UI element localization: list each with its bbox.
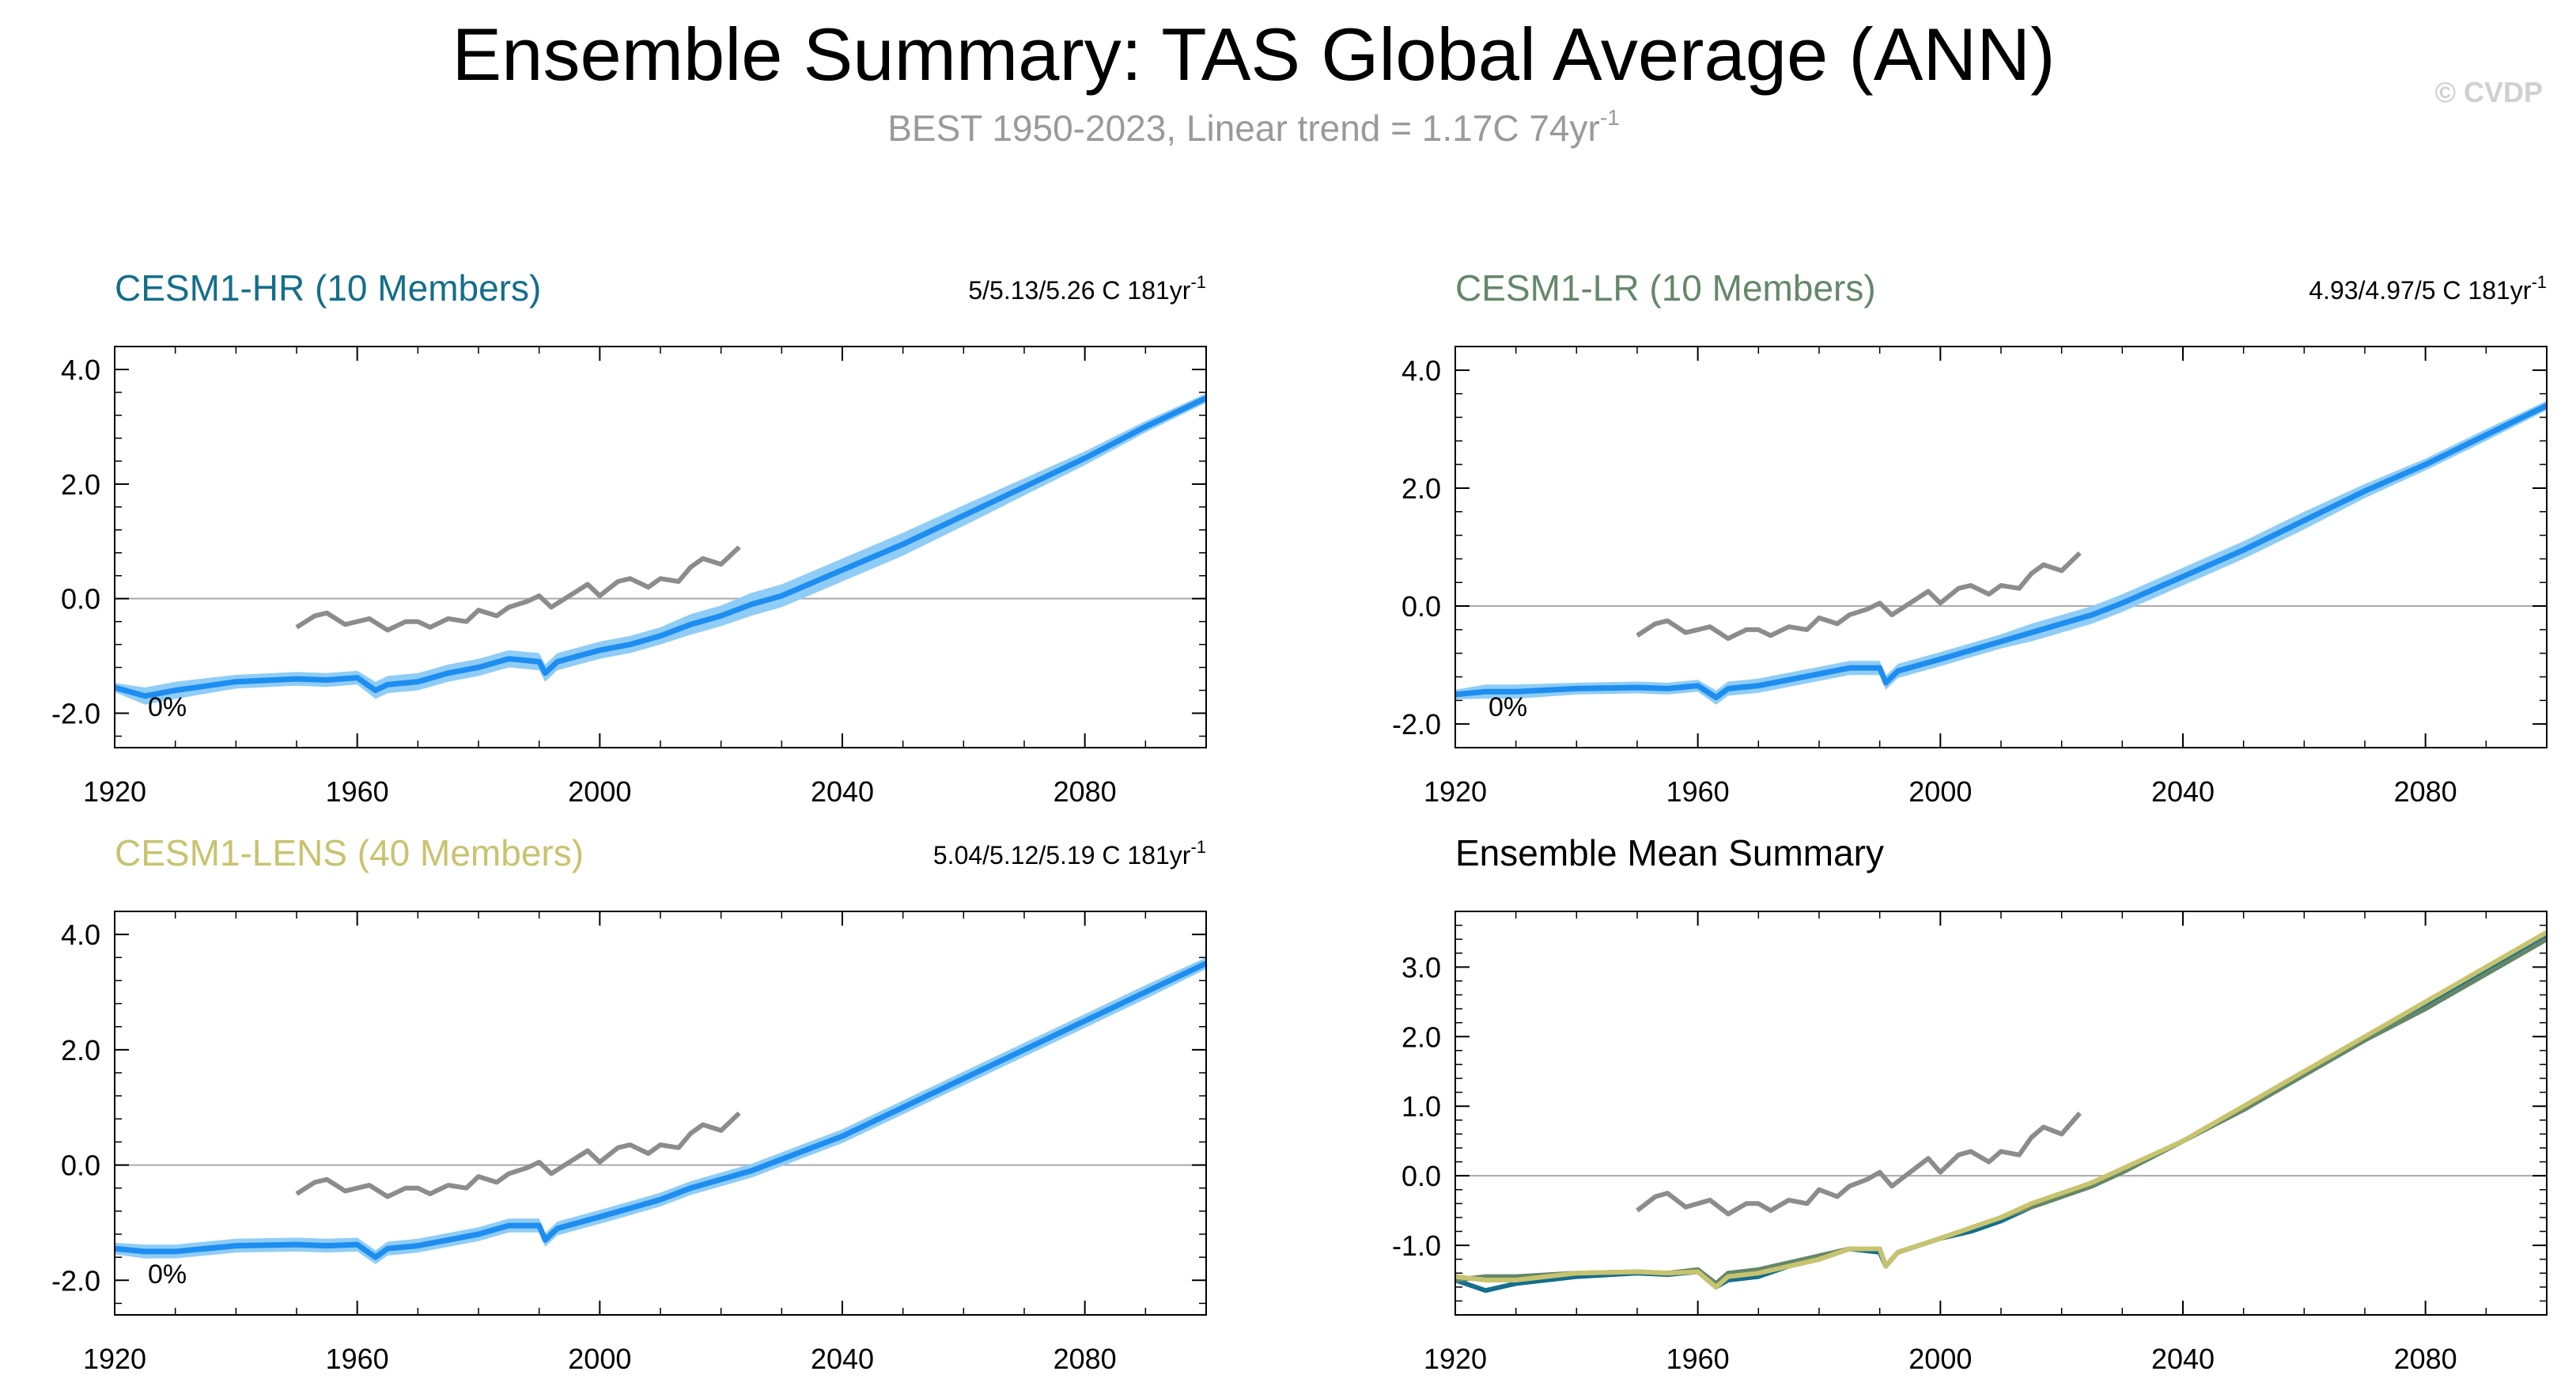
panel-1: CESM1-HR (10 Members) 5/5.13/5.26 C 181yr…	[51, 267, 1208, 808]
x-tick-label: 1960	[326, 775, 389, 808]
observations-line	[295, 1111, 741, 1199]
y-tick-label: 2.0	[61, 1034, 100, 1066]
plot-frame	[1454, 346, 2548, 748]
trend-text: 5.04/5.12/5.19 C 181yr	[933, 841, 1191, 869]
trend-exponent: -1	[1190, 837, 1206, 857]
observations-line	[1636, 551, 2082, 642]
y-tick-label: 4.0	[1401, 354, 1441, 387]
x-tick-label: 2080	[2394, 775, 2457, 808]
percent-label: 0%	[1488, 692, 1527, 722]
x-tick-label: 2040	[2151, 775, 2215, 808]
panel-title: CESM1-LENS (40 Members)	[115, 832, 584, 873]
x-tick-label: 2080	[1053, 775, 1117, 808]
x-tick-label: 1960	[326, 1343, 389, 1375]
x-tick-label: 1920	[1424, 775, 1487, 808]
panel-title: CESM1-HR (10 Members)	[115, 267, 541, 309]
x-tick-label: 1920	[83, 1343, 146, 1375]
x-tick-label: 1960	[1666, 775, 1730, 808]
y-tick-label: 1.0	[1401, 1090, 1441, 1123]
plot-frame	[114, 346, 1207, 748]
y-tick-label: 0.0	[1401, 1160, 1441, 1192]
y-tick-label: -1.0	[1392, 1229, 1441, 1262]
x-tick-label: 2000	[1908, 1343, 1972, 1375]
ensemble-spread-band	[115, 393, 1206, 705]
panel-title: Ensemble Mean Summary	[1455, 832, 1884, 873]
panel-trend: 5/5.13/5.26 C 181yr-1	[968, 272, 1206, 305]
x-tick-label: 1960	[1666, 1343, 1730, 1375]
y-tick-label: 2.0	[1401, 472, 1441, 505]
y-tick-label: -2.0	[51, 1264, 100, 1297]
trend-exponent: -1	[1190, 272, 1206, 292]
panel-trend: 5.04/5.12/5.19 C 181yr-1	[933, 837, 1206, 869]
percent-label: 0%	[148, 1260, 187, 1290]
trend-exponent: -1	[2531, 272, 2547, 292]
x-tick-label: 1920	[83, 775, 146, 808]
x-tick-label: 1920	[1424, 1343, 1487, 1375]
panel-2: CESM1-LR (10 Members) 4.93/4.97/5 C 181yr…	[1392, 267, 2548, 808]
x-tick-label: 2000	[568, 775, 631, 808]
x-tick-label: 2080	[1053, 1343, 1117, 1375]
ensemble-mean-line	[114, 960, 1208, 1260]
series-line-lens	[1454, 930, 2548, 1290]
observations-line	[295, 545, 741, 633]
subtitle-exponent: -1	[1599, 105, 1620, 130]
panel-trend: 4.93/4.97/5 C 181yr-1	[2309, 272, 2547, 305]
panel-3: CESM1-LENS (40 Members) 5.04/5.12/5.19 C …	[51, 832, 1208, 1375]
page-title: Ensemble Summary: TAS Global Average (AN…	[452, 13, 2056, 96]
x-tick-label: 2000	[568, 1343, 631, 1375]
x-tick-label: 2040	[2151, 1343, 2215, 1375]
ensemble-spread-band	[1455, 400, 2547, 705]
trend-text: 5/5.13/5.26 C 181yr	[968, 276, 1190, 305]
y-tick-label: 2.0	[1401, 1021, 1441, 1053]
x-tick-label: 2040	[811, 775, 874, 808]
x-tick-label: 2000	[1908, 775, 1972, 808]
ensemble-mean-line	[1454, 403, 2548, 701]
y-tick-label: 4.0	[61, 919, 100, 951]
y-tick-label: 0.0	[61, 1150, 100, 1182]
plot-frame	[114, 911, 1207, 1316]
y-tick-label: 2.0	[61, 468, 100, 501]
y-tick-label: 0.0	[1401, 590, 1441, 623]
ensemble-mean-line	[114, 396, 1208, 699]
y-tick-label: 3.0	[1401, 951, 1441, 983]
panel-4: Ensemble Mean Summary -1.0 0.0 1.0 2.0 3.0 192…	[1392, 832, 2548, 1375]
y-tick-label: -2.0	[51, 698, 100, 730]
y-tick-label: -2.0	[1392, 708, 1441, 741]
percent-label: 0%	[148, 692, 187, 722]
x-tick-label: 2040	[811, 1343, 874, 1375]
watermark: © CVDP	[2434, 76, 2543, 108]
trend-text: 4.93/4.97/5 C 181yr	[2309, 276, 2531, 305]
series-line-lr	[1454, 937, 2548, 1286]
page-subtitle: BEST 1950-2023, Linear trend = 1.17C 74y…	[0, 105, 2507, 149]
ensemble-spread-band	[115, 957, 1206, 1264]
panel-title: CESM1-LR (10 Members)	[1455, 267, 1876, 309]
observations-line	[1636, 1112, 2082, 1217]
y-tick-label: 4.0	[61, 354, 100, 386]
subtitle-text: BEST 1950-2023, Linear trend = 1.17C 74y…	[887, 108, 1600, 149]
y-tick-label: 0.0	[61, 583, 100, 616]
series-line-hr	[1454, 934, 2548, 1294]
plot-frame	[1454, 911, 2548, 1316]
x-tick-label: 2080	[2394, 1343, 2457, 1375]
